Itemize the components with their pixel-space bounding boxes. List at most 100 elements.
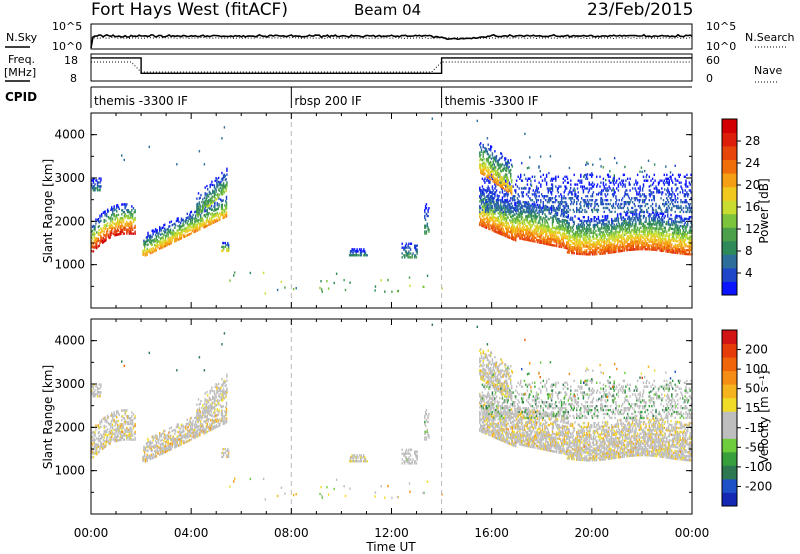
power-cell xyxy=(668,223,671,226)
power-cell xyxy=(559,201,561,204)
power-cell xyxy=(505,185,507,188)
power-cell xyxy=(631,215,634,218)
power-cell xyxy=(557,204,560,208)
power-cell xyxy=(651,234,654,238)
power-cell xyxy=(482,155,484,158)
power-cell xyxy=(175,237,178,240)
power-cell xyxy=(189,215,192,218)
power-cell xyxy=(608,239,610,243)
power-cell xyxy=(538,181,540,184)
power-cell xyxy=(640,210,642,214)
power-cell xyxy=(511,197,514,200)
power-cell xyxy=(224,204,226,207)
power-cell xyxy=(638,238,641,241)
power-cell xyxy=(657,219,660,223)
power-cell xyxy=(101,241,104,244)
power-cell xyxy=(534,224,536,228)
power-cell xyxy=(641,208,643,212)
power-cell xyxy=(563,213,565,216)
power-cell xyxy=(603,219,605,222)
power-cell xyxy=(688,189,691,192)
power-cell xyxy=(646,173,648,177)
power-cell xyxy=(213,215,215,218)
power-cell xyxy=(615,244,617,248)
power-cell xyxy=(545,206,547,210)
power-cell xyxy=(680,225,682,228)
power-cell xyxy=(491,209,494,212)
power-cell xyxy=(676,240,678,243)
power-cell xyxy=(124,216,126,220)
power-cell xyxy=(614,237,616,240)
power-cell xyxy=(571,197,573,200)
power-cell xyxy=(680,201,682,204)
power-cell xyxy=(182,228,184,231)
power-cell xyxy=(205,197,207,200)
power-cell xyxy=(606,242,608,245)
nsky-series xyxy=(90,33,693,49)
power-cell xyxy=(534,240,536,243)
power-cell xyxy=(124,212,126,216)
power-cell xyxy=(179,231,182,234)
power-cell xyxy=(641,234,643,237)
power-cell xyxy=(577,208,580,212)
power-cell xyxy=(590,218,592,221)
power-cell xyxy=(104,227,106,231)
power-cell xyxy=(510,202,513,205)
power-cell xyxy=(510,229,512,232)
power-cell xyxy=(555,231,557,234)
power-cell xyxy=(684,225,686,228)
power-cell xyxy=(221,205,224,208)
power-cell xyxy=(520,179,523,182)
power-cell xyxy=(404,250,407,253)
power-cell xyxy=(662,232,665,235)
power-cell xyxy=(597,243,600,246)
power-cell xyxy=(197,228,199,232)
power-cell xyxy=(550,228,553,231)
power-cell xyxy=(666,248,668,251)
power-cell xyxy=(123,214,126,218)
power-cell xyxy=(614,241,616,244)
power-cell xyxy=(572,242,575,245)
power-cell xyxy=(526,202,529,206)
power-cell xyxy=(545,208,547,212)
power-cell xyxy=(110,220,112,223)
power-cell xyxy=(536,240,539,244)
power-cell xyxy=(639,226,641,229)
power-cell xyxy=(160,237,163,240)
power-cell xyxy=(587,241,590,244)
power-cell xyxy=(409,248,412,251)
power-cell xyxy=(479,143,481,146)
power-cell xyxy=(500,215,503,218)
power-cell xyxy=(656,227,658,230)
power-cell xyxy=(643,230,646,233)
power-cell xyxy=(532,222,535,225)
power-cell xyxy=(503,230,505,233)
power-cell xyxy=(148,239,150,242)
power-cell xyxy=(563,226,565,230)
power-cell xyxy=(686,191,688,194)
power-cell xyxy=(627,202,630,206)
power-cell xyxy=(93,233,95,237)
power-cell xyxy=(641,230,643,233)
power-cell xyxy=(99,216,101,219)
power-cell xyxy=(128,210,131,214)
power-cell xyxy=(605,183,607,186)
power-cell xyxy=(582,243,585,246)
power-cell xyxy=(668,242,671,246)
power-cell xyxy=(488,169,490,172)
power-cell xyxy=(680,250,682,253)
power-cell xyxy=(589,249,591,252)
power-cell xyxy=(600,193,602,196)
power-cell xyxy=(124,226,126,229)
power-cell xyxy=(495,216,497,220)
power-cell xyxy=(522,230,525,233)
power-cell xyxy=(591,218,593,221)
power-cell xyxy=(215,177,217,180)
power-cell xyxy=(625,193,627,196)
power-cell xyxy=(581,227,584,230)
power-cell xyxy=(631,187,634,190)
power-cell xyxy=(499,228,501,231)
power-cell xyxy=(562,224,565,228)
power-cell xyxy=(93,231,95,235)
power-cell xyxy=(134,232,136,235)
